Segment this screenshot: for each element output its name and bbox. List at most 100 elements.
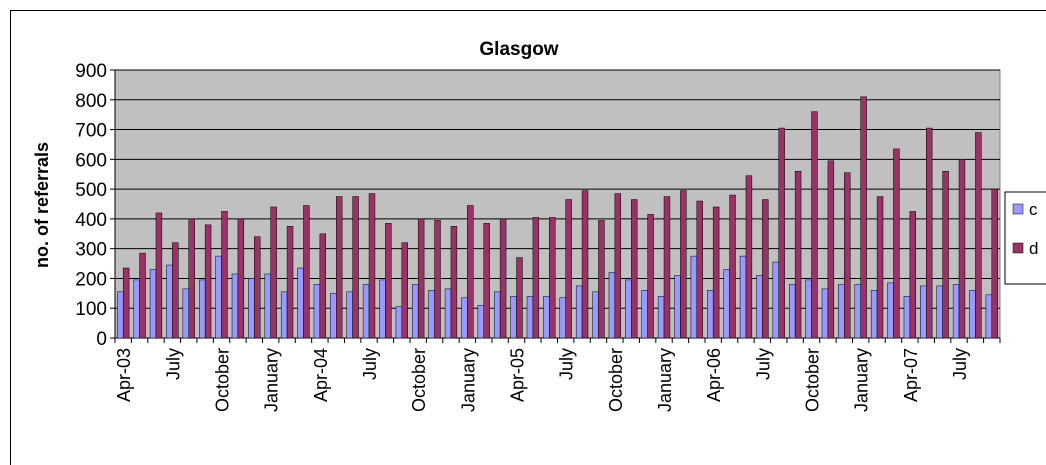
bar	[117, 291, 124, 339]
bar	[286, 226, 294, 339]
bar	[182, 288, 190, 339]
x-tick-label: Apr-06	[704, 348, 724, 402]
bar	[428, 290, 435, 339]
bar	[248, 278, 255, 339]
bar	[598, 220, 605, 339]
x-tick-label: October	[409, 348, 429, 412]
bar	[860, 96, 867, 339]
bar	[450, 226, 458, 339]
bar	[854, 284, 861, 339]
bar	[893, 148, 900, 339]
x-tick-label: October	[213, 348, 233, 412]
bar	[674, 275, 681, 339]
bar	[526, 296, 534, 339]
bar	[313, 284, 321, 339]
bar	[838, 284, 845, 339]
bar	[805, 279, 812, 339]
x-tick-label: Apr-07	[901, 348, 921, 402]
bar	[969, 290, 976, 339]
bar	[772, 261, 779, 339]
bar	[346, 291, 353, 339]
legend-swatch	[1012, 203, 1024, 215]
bar	[592, 291, 599, 339]
bar	[499, 218, 507, 339]
y-tick-label: 400	[75, 210, 107, 231]
bar	[625, 279, 632, 339]
x-tick-label: January	[458, 348, 478, 412]
legend-label: c	[1029, 200, 1038, 219]
x-tick-label: October	[606, 348, 626, 412]
bar	[368, 193, 376, 339]
bar	[821, 288, 829, 339]
bar	[204, 224, 212, 339]
bar	[198, 279, 206, 339]
bar	[122, 267, 130, 339]
bar	[663, 196, 671, 339]
bar	[139, 252, 146, 339]
bar	[614, 193, 622, 339]
bar	[297, 267, 304, 339]
bar	[844, 172, 851, 339]
bar	[155, 212, 163, 339]
bar	[133, 279, 140, 339]
x-tick-label: Apr-05	[508, 348, 528, 402]
y-axis-label: no. of referrals	[32, 142, 52, 268]
bar	[690, 255, 698, 339]
bar	[926, 127, 933, 339]
bar	[264, 273, 271, 339]
bar	[952, 284, 960, 339]
bar	[707, 290, 714, 339]
bar	[756, 275, 763, 339]
bar	[303, 205, 310, 339]
legend-box	[1004, 191, 1046, 285]
bar	[166, 264, 173, 339]
bar	[975, 132, 982, 339]
bar	[811, 111, 818, 339]
y-tick-label: 700	[75, 121, 107, 142]
bar	[221, 211, 228, 339]
bar	[958, 159, 966, 339]
x-tick-label: October	[803, 348, 823, 412]
y-tick-label: 500	[75, 180, 107, 201]
bar	[942, 170, 949, 339]
y-tick-label: 300	[75, 240, 107, 261]
bar	[412, 284, 419, 339]
bar	[319, 233, 327, 339]
bar	[477, 304, 485, 339]
bar	[641, 290, 648, 339]
bar	[467, 205, 474, 339]
bar	[532, 217, 540, 339]
bar	[680, 190, 687, 339]
bar	[739, 255, 747, 339]
bar	[887, 282, 894, 339]
bar	[827, 160, 835, 339]
bar	[575, 285, 583, 339]
bar	[991, 188, 998, 339]
bar	[510, 296, 517, 339]
y-tick-label: 0	[96, 329, 107, 350]
bar	[237, 218, 245, 339]
bar	[231, 273, 239, 339]
bar	[336, 196, 343, 339]
bar	[379, 279, 386, 339]
x-tick-label: January	[262, 348, 282, 412]
bar	[493, 291, 501, 339]
bar	[559, 297, 566, 339]
bar	[565, 199, 572, 339]
bar	[417, 218, 425, 339]
bar	[985, 294, 993, 339]
bar	[461, 297, 468, 339]
x-tick-label: Apr-03	[114, 348, 134, 402]
bar	[149, 269, 157, 339]
bar	[549, 217, 556, 339]
bar	[362, 284, 370, 339]
bar	[270, 206, 277, 339]
bar	[762, 199, 769, 339]
y-tick-label: 900	[75, 61, 107, 82]
x-tick-label: July	[163, 348, 183, 380]
bar	[788, 284, 796, 339]
x-tick-label: July	[557, 348, 577, 380]
bar	[723, 269, 730, 339]
bar	[778, 127, 785, 339]
legend-label: d	[1029, 239, 1038, 258]
